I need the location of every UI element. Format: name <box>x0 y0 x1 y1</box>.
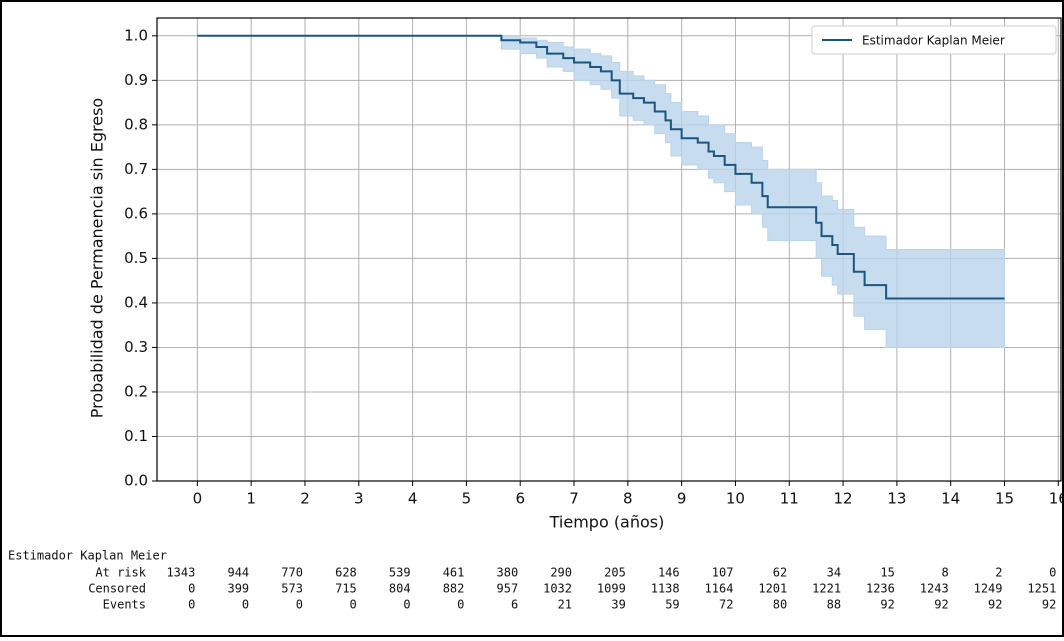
y-axis-label: Probabilidad de Permanencia sin Egreso <box>88 98 107 418</box>
x-tick-label: 2 <box>300 490 310 508</box>
table-cell: 92 <box>988 598 1002 612</box>
x-tick-label: 7 <box>569 490 579 508</box>
table-cell: 0 <box>1049 566 1056 580</box>
table-cell: 88 <box>827 598 841 612</box>
table-cell: 59 <box>665 598 679 612</box>
x-tick-label: 1 <box>246 490 256 508</box>
table-cell: 461 <box>443 566 465 580</box>
x-tick-label: 15 <box>995 490 1014 508</box>
table-cell: 34 <box>827 566 841 580</box>
y-tick-label: 0.9 <box>124 71 148 89</box>
table-cell: 0 <box>350 598 357 612</box>
y-tick-label: 0.3 <box>124 338 148 356</box>
table-cell: 146 <box>658 566 680 580</box>
y-tick-label: 0.5 <box>124 249 148 267</box>
legend-label: Estimador Kaplan Meier <box>862 34 1005 48</box>
x-tick-label: 8 <box>623 490 633 508</box>
table-row-label: At risk <box>95 566 146 580</box>
table-cell: 1251 <box>1027 582 1056 596</box>
x-tick-label: 11 <box>780 490 799 508</box>
table-cell: 399 <box>227 582 249 596</box>
plot-frame <box>156 17 1062 482</box>
table-cell: 1343 <box>166 566 195 580</box>
table-cell: 6 <box>511 598 518 612</box>
x-tick-label: 14 <box>941 490 960 508</box>
table-cell: 1249 <box>974 582 1003 596</box>
table-cell: 0 <box>242 598 249 612</box>
table-cell: 21 <box>558 598 572 612</box>
table-cell: 72 <box>719 598 733 612</box>
legend-box <box>811 25 1057 55</box>
table-cell: 290 <box>550 566 572 580</box>
table-cell: 380 <box>497 566 519 580</box>
table-cell: 8 <box>941 566 948 580</box>
table-cell: 715 <box>335 582 357 596</box>
table-cell: 1138 <box>651 582 680 596</box>
table-cell: 1201 <box>758 582 787 596</box>
table-cell: 804 <box>389 582 411 596</box>
x-tick-label: 0 <box>193 490 203 508</box>
table-cell: 944 <box>227 566 249 580</box>
y-tick-label: 0.1 <box>124 427 148 445</box>
table-cell: 107 <box>712 566 734 580</box>
table-cell: 882 <box>443 582 465 596</box>
table-cell: 770 <box>281 566 303 580</box>
table-cell: 92 <box>880 598 894 612</box>
table-cell: 628 <box>335 566 357 580</box>
x-axis-label: Tiempo (años) <box>549 513 665 532</box>
table-cell: 92 <box>1042 598 1056 612</box>
table-cell: 1221 <box>812 582 841 596</box>
table-row-label: Events <box>103 598 146 612</box>
x-tick-label: 16 <box>1049 490 1064 508</box>
table-cell: 957 <box>497 582 519 596</box>
table-cell: 205 <box>604 566 626 580</box>
table-cell: 2 <box>995 566 1002 580</box>
table-cell: 1236 <box>866 582 895 596</box>
table-cell: 0 <box>457 598 464 612</box>
y-tick-label: 0.4 <box>124 293 148 311</box>
table-cell: 92 <box>934 598 948 612</box>
table-cell: 1243 <box>920 582 949 596</box>
survival-line <box>197 34 1005 300</box>
y-tick-label: 0.0 <box>124 472 148 490</box>
table-cell: 0 <box>296 598 303 612</box>
x-tick-label: 10 <box>726 490 745 508</box>
x-tick-label: 9 <box>677 490 687 508</box>
table-title: Estimador Kaplan Meier <box>8 549 167 563</box>
x-tick-label: 6 <box>515 490 525 508</box>
table-cell: 80 <box>773 598 787 612</box>
y-tick-label: 0.8 <box>124 115 148 133</box>
x-tick-label: 5 <box>462 490 472 508</box>
y-tick-label: 0.7 <box>124 160 148 178</box>
table-row-label: Censored <box>88 582 146 596</box>
x-tick-label: 4 <box>408 490 418 508</box>
table-cell: 573 <box>281 582 303 596</box>
x-tick-label: 13 <box>887 490 906 508</box>
table-cell: 0 <box>188 598 195 612</box>
y-tick-label: 1.0 <box>124 26 148 44</box>
table-cell: 1032 <box>543 582 572 596</box>
table-cell: 1099 <box>597 582 626 596</box>
table-cell: 15 <box>880 566 894 580</box>
y-tick-label: 0.6 <box>124 204 148 222</box>
table-cell: 0 <box>188 582 195 596</box>
x-tick-label: 3 <box>354 490 364 508</box>
table-cell: 1164 <box>705 582 734 596</box>
table-cell: 62 <box>773 566 787 580</box>
y-tick-label: 0.2 <box>124 382 148 400</box>
x-tick-label: 12 <box>834 490 853 508</box>
confidence-band <box>197 35 1005 348</box>
table-cell: 539 <box>389 566 411 580</box>
table-cell: 0 <box>403 598 410 612</box>
table-cell: 39 <box>611 598 625 612</box>
